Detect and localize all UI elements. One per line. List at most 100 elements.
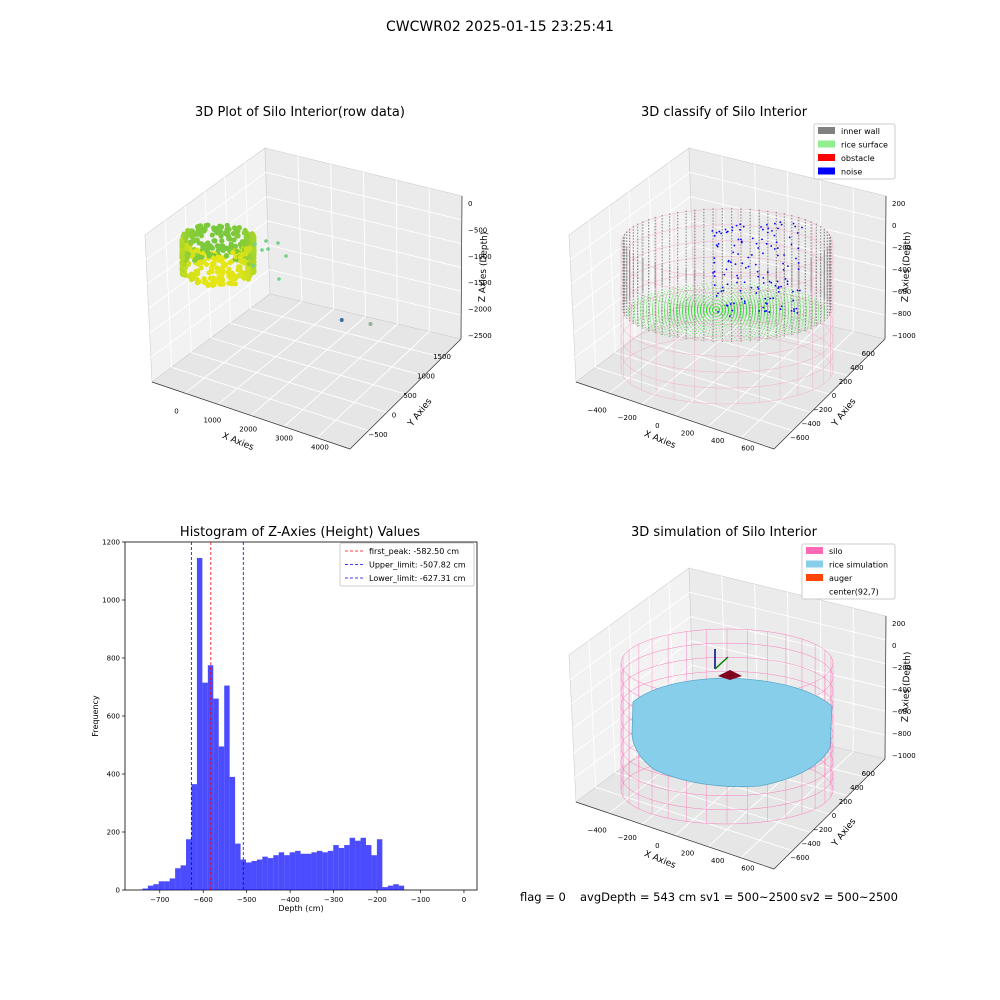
raw-plot-x-label: X Axies bbox=[220, 431, 255, 453]
raw-plot-z-label: Z Axies (Depth) bbox=[478, 232, 490, 303]
rice-surface-points bbox=[715, 309, 819, 325]
rice-surface-points bbox=[629, 305, 717, 311]
classify-plot-legend: inner wall rice surface obstacle noise bbox=[813, 123, 896, 180]
raw-point bbox=[235, 233, 241, 239]
y-tick-label: 0 bbox=[392, 412, 396, 420]
raw-point bbox=[219, 244, 225, 250]
y-tick-label: 800 bbox=[107, 655, 120, 663]
raw-point bbox=[250, 253, 256, 259]
z-tick-label: 200 bbox=[892, 620, 905, 628]
rice-surface-points bbox=[715, 309, 805, 332]
raw-point bbox=[210, 276, 216, 282]
raw-point bbox=[205, 282, 211, 289]
raw-point bbox=[236, 225, 242, 231]
z-tick-label: −800 bbox=[892, 310, 911, 318]
noise-point bbox=[726, 283, 729, 286]
raw-point bbox=[215, 254, 221, 260]
noise-point bbox=[764, 297, 767, 300]
x-tick-label: 600 bbox=[741, 445, 754, 453]
rice-surface-points bbox=[715, 285, 778, 311]
noise-point bbox=[720, 232, 722, 235]
noise-point bbox=[766, 303, 768, 305]
legend-swatch bbox=[806, 547, 823, 554]
raw-point bbox=[229, 277, 235, 283]
noise-point bbox=[801, 226, 803, 229]
legend-label: obstacle bbox=[841, 154, 875, 163]
axis-line bbox=[151, 381, 351, 450]
rice-surface-points bbox=[681, 285, 717, 311]
outlier-point bbox=[339, 318, 344, 322]
noise-point bbox=[771, 229, 773, 232]
noise-point bbox=[772, 297, 775, 300]
histogram-bar bbox=[365, 845, 372, 890]
raw-point bbox=[247, 245, 253, 251]
histogram-bar bbox=[213, 698, 219, 890]
rice-surface-points bbox=[700, 282, 717, 311]
y-tick-label: 1000 bbox=[102, 597, 120, 605]
y-tick-label: 0 bbox=[116, 887, 120, 895]
noise-point bbox=[729, 261, 732, 263]
raw-point bbox=[227, 259, 233, 266]
x-tick-label: −300 bbox=[324, 896, 343, 904]
legend-label: auger bbox=[829, 574, 853, 583]
simulation-plot-title: 3D simulation of Silo Interior bbox=[631, 525, 818, 540]
raw-point bbox=[211, 225, 217, 231]
rice-surface-points bbox=[715, 309, 717, 342]
noise-point bbox=[736, 274, 738, 277]
histogram-bars bbox=[142, 557, 405, 890]
noise-point bbox=[770, 281, 773, 284]
raw-point bbox=[219, 266, 225, 272]
noise-point bbox=[713, 261, 716, 264]
noise-point bbox=[717, 242, 720, 245]
noise-point bbox=[713, 234, 716, 237]
legend-frame bbox=[339, 542, 475, 587]
rice-surface-points bbox=[659, 309, 717, 335]
histogram-bar bbox=[256, 859, 263, 890]
z-tick-label: −1500 bbox=[468, 279, 492, 287]
grid-line bbox=[693, 269, 886, 316]
noise-point bbox=[797, 268, 800, 271]
noise-point bbox=[786, 283, 789, 286]
raw-point bbox=[201, 279, 208, 285]
raw-point bbox=[237, 264, 243, 270]
noise-point bbox=[760, 226, 762, 228]
x-tick-label: 200 bbox=[681, 849, 694, 857]
histogram-bar bbox=[175, 868, 181, 890]
rice-surface-points bbox=[715, 284, 773, 311]
legend-swatch bbox=[818, 154, 835, 161]
raw-point bbox=[184, 253, 191, 260]
noise-point bbox=[733, 302, 735, 305]
noise-point bbox=[766, 271, 769, 274]
raw-plot-axes-box bbox=[144, 147, 463, 450]
x-tick-label: −500 bbox=[237, 896, 256, 904]
raw-point bbox=[226, 236, 232, 242]
histogram-bar bbox=[387, 885, 394, 890]
y-tick-label: −600 bbox=[790, 854, 809, 862]
noise-point bbox=[713, 257, 716, 260]
raw-point bbox=[199, 241, 205, 247]
noise-point bbox=[737, 238, 740, 241]
rice-surface-points bbox=[715, 290, 798, 311]
noise-point bbox=[762, 228, 764, 231]
rice-surface-points bbox=[663, 309, 717, 336]
raw-point bbox=[216, 275, 222, 281]
histogram-bar bbox=[300, 853, 306, 890]
histogram-bar bbox=[229, 776, 236, 890]
histogram-bar bbox=[393, 884, 399, 890]
noise-point bbox=[716, 245, 719, 248]
rice-surface-points bbox=[715, 309, 754, 342]
axis-line bbox=[575, 801, 775, 870]
histogram-bar bbox=[202, 682, 208, 890]
raw-point bbox=[260, 248, 264, 252]
raw-point bbox=[228, 241, 234, 247]
noise-point bbox=[717, 292, 719, 295]
histogram-bar bbox=[284, 855, 290, 890]
rice-surface-points bbox=[715, 282, 748, 311]
legend-swatch bbox=[818, 140, 835, 148]
noise-point bbox=[788, 236, 791, 239]
raw-point bbox=[191, 248, 197, 255]
histogram-bar bbox=[371, 855, 377, 890]
histogram-bar bbox=[376, 839, 383, 890]
noise-point bbox=[750, 286, 753, 289]
raw-point bbox=[250, 235, 256, 241]
